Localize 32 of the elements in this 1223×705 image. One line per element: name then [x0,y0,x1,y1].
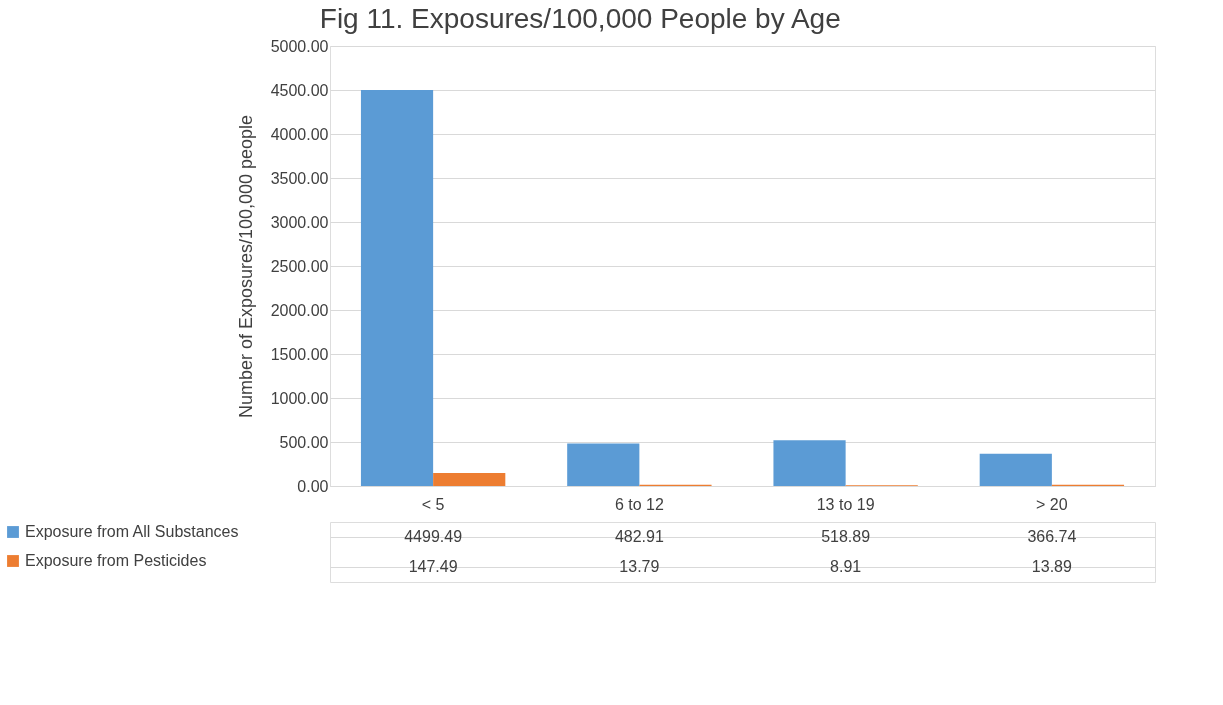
bar [979,453,1052,486]
data-label: 518.89 [821,528,871,545]
data-label: 147.49 [408,558,458,575]
chart-title: Fig 11. Exposures/100,000 People by Age [319,2,841,34]
y-tick-label: 1000.00 [270,389,329,407]
data-label: 13.79 [619,558,660,575]
data-label: 366.74 [1027,528,1077,545]
y-tick-label: 2500.00 [270,257,329,275]
data-label: 13.89 [1031,558,1072,575]
data-label: 4499.49 [404,528,463,545]
y-tick-label: 3000.00 [270,213,329,231]
x-tick-label: > 20 [1036,495,1068,513]
bar [773,440,846,486]
y-tick-label: 4000.00 [270,125,329,143]
x-tick-label: < 5 [421,495,445,513]
data-label: 8.91 [830,558,862,575]
bar [360,90,434,486]
bar [433,473,506,486]
x-tick-label: 13 to 19 [816,495,875,513]
y-axis-title: Number of Exposures/100,000 people [235,114,256,419]
legend-label: Exposure from All Substances [25,523,239,540]
y-tick-label: 4500.00 [270,81,329,99]
y-tick-label: 500.00 [279,433,329,451]
y-tick-label: 1500.00 [270,345,329,363]
x-tick-label: 6 to 12 [614,495,664,513]
data-label: 482.91 [614,528,664,545]
y-tick-label: 0.00 [297,477,329,495]
y-tick-label: 3500.00 [270,169,329,187]
y-tick-label: 2000.00 [270,301,329,319]
legend-label: Exposure from Pesticides [25,552,207,569]
bar [567,443,640,486]
y-tick-label: 5000.00 [270,37,329,55]
